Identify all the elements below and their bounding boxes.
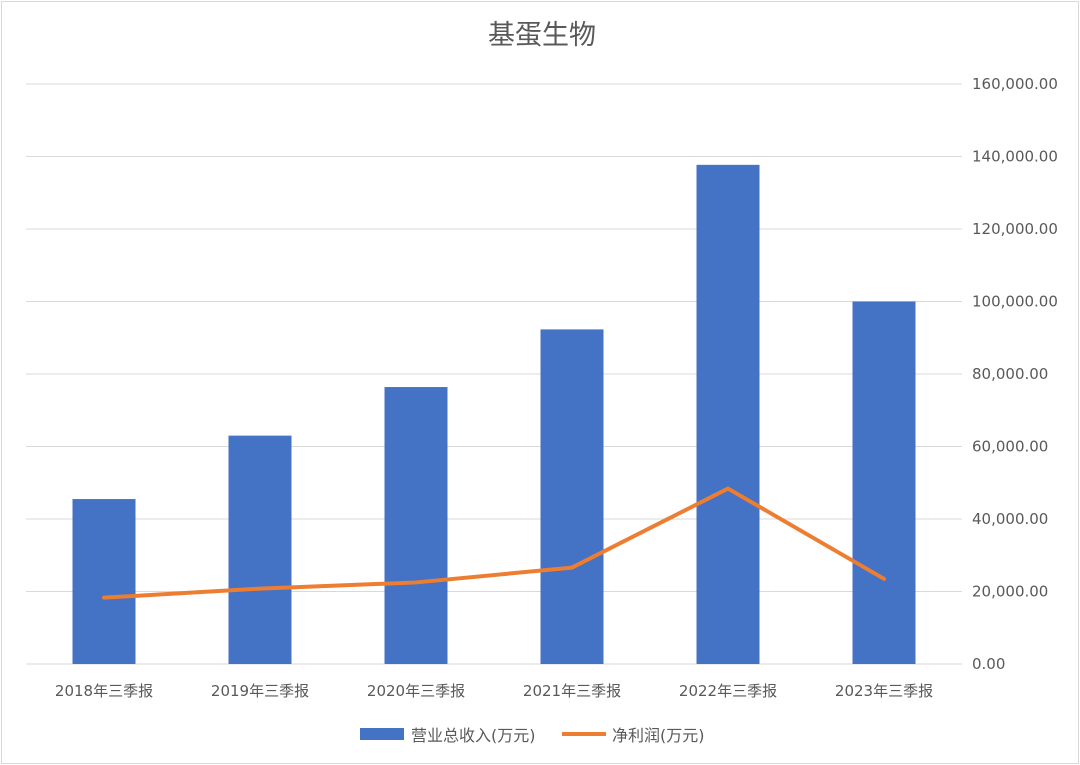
legend-bar-label: 营业总收入(万元) bbox=[411, 726, 536, 745]
x-tick-label: 2022年三季报 bbox=[679, 682, 777, 700]
legend-line-label: 净利润(万元) bbox=[612, 726, 705, 745]
chart-title: 基蛋生物 bbox=[488, 20, 596, 51]
bar bbox=[72, 499, 136, 664]
x-tick-label: 2021年三季报 bbox=[523, 682, 621, 700]
y-tick-label: 20,000.00 bbox=[972, 583, 1048, 601]
y-tick-label: 120,000.00 bbox=[972, 220, 1058, 238]
x-tick-label: 2019年三季报 bbox=[211, 682, 309, 700]
bar bbox=[384, 387, 448, 664]
y-tick-label: 60,000.00 bbox=[972, 438, 1048, 456]
legend: 营业总收入(万元) 净利润(万元) bbox=[360, 726, 705, 745]
bar bbox=[228, 435, 292, 664]
y-tick-label: 40,000.00 bbox=[972, 510, 1048, 528]
y-axis-ticks: 0.00 20,000.00 40,000.00 60,000.00 80,000.00… bbox=[972, 75, 1058, 673]
y-tick-label: 100,000.00 bbox=[972, 293, 1058, 311]
y-tick-label: 0.00 bbox=[972, 655, 1005, 673]
legend-bar-swatch bbox=[360, 728, 404, 740]
bar bbox=[852, 301, 916, 664]
x-tick-label: 2023年三季报 bbox=[835, 682, 933, 700]
x-axis-ticks: 2018年三季报 2019年三季报 2020年三季报 2021年三季报 2022年三季报… bbox=[55, 682, 933, 700]
y-tick-label: 80,000.00 bbox=[972, 365, 1048, 383]
bar-series bbox=[72, 164, 916, 664]
x-tick-label: 2020年三季报 bbox=[367, 682, 465, 700]
line-series-path bbox=[102, 486, 886, 600]
line-series bbox=[102, 486, 886, 600]
bar bbox=[540, 329, 604, 664]
y-tick-label: 140,000.00 bbox=[972, 148, 1058, 166]
y-tick-label: 160,000.00 bbox=[972, 75, 1058, 93]
x-tick-label: 2018年三季报 bbox=[55, 682, 153, 700]
bar bbox=[696, 164, 760, 664]
